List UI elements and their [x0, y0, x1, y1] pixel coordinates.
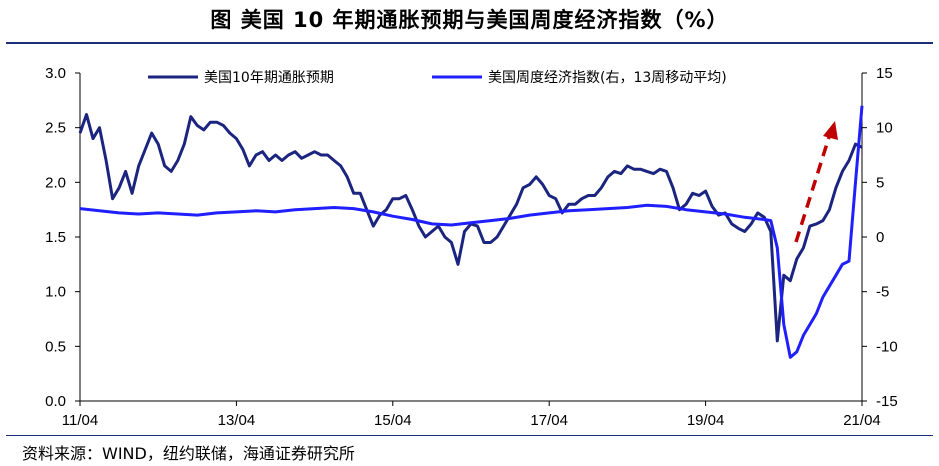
x-tick-label: 21/04 — [843, 412, 881, 429]
title-rule — [6, 42, 933, 44]
footer-rule — [6, 435, 933, 436]
right-y-tick-label: -15 — [876, 393, 898, 410]
arrow-head — [823, 121, 838, 140]
left-y-axis-ticks: 3.0 2.5 2.0 1.5 1.0 0.5 0.0 — [45, 65, 80, 410]
x-axis-ticks: 11/04 13/04 15/04 17/04 19/04 21/04 — [62, 401, 881, 429]
arrow-shaft — [794, 133, 832, 243]
annotation-arrow — [794, 121, 838, 243]
right-y-tick-label: -10 — [876, 338, 898, 355]
right-y-axis-ticks: 15 10 5 0 -5 -10 -15 — [862, 65, 898, 410]
right-y-tick-label: 10 — [876, 120, 893, 137]
legend: 美国10年期通胀预期 美国周度经济指数(右，13周移动平均) — [148, 70, 727, 86]
left-y-tick-label: 3.0 — [45, 65, 66, 82]
right-y-tick-label: 5 — [876, 174, 884, 191]
x-tick-label: 15/04 — [374, 412, 412, 429]
left-y-tick-label: 1.0 — [45, 284, 66, 301]
legend-label: 美国10年期通胀预期 — [204, 70, 334, 86]
x-tick-label: 17/04 — [530, 412, 568, 429]
axes — [79, 73, 863, 402]
right-y-tick-label: -5 — [876, 284, 889, 301]
legend-label: 美国周度经济指数(右，13周移动平均) — [488, 70, 727, 86]
source-note: 资料来源：WIND，纽约联储，海通证券研究所 — [22, 444, 355, 463]
right-y-tick-label: 15 — [876, 65, 893, 82]
x-tick-label: 19/04 — [687, 412, 725, 429]
chart-title: 图 美国 10 年期通胀预期与美国周度经济指数（%） — [210, 8, 729, 32]
x-tick-label: 13/04 — [218, 412, 256, 429]
left-y-tick-label: 2.0 — [45, 174, 66, 191]
right-y-tick-label: 0 — [876, 229, 884, 246]
left-y-tick-label: 0.5 — [45, 338, 66, 355]
series-line-inflation-expectation — [78, 113, 863, 343]
left-y-tick-label: 2.5 — [45, 120, 66, 137]
line-chart: 11/04 13/04 15/04 17/04 19/04 21/04 3.0 2.5 2.0… — [45, 65, 898, 429]
series-lines — [78, 105, 864, 359]
x-tick-label: 11/04 — [62, 412, 98, 429]
series-line-weekly-index — [79, 105, 864, 359]
left-y-tick-label: 1.5 — [45, 229, 66, 246]
left-y-tick-label: 0.0 — [45, 393, 66, 410]
